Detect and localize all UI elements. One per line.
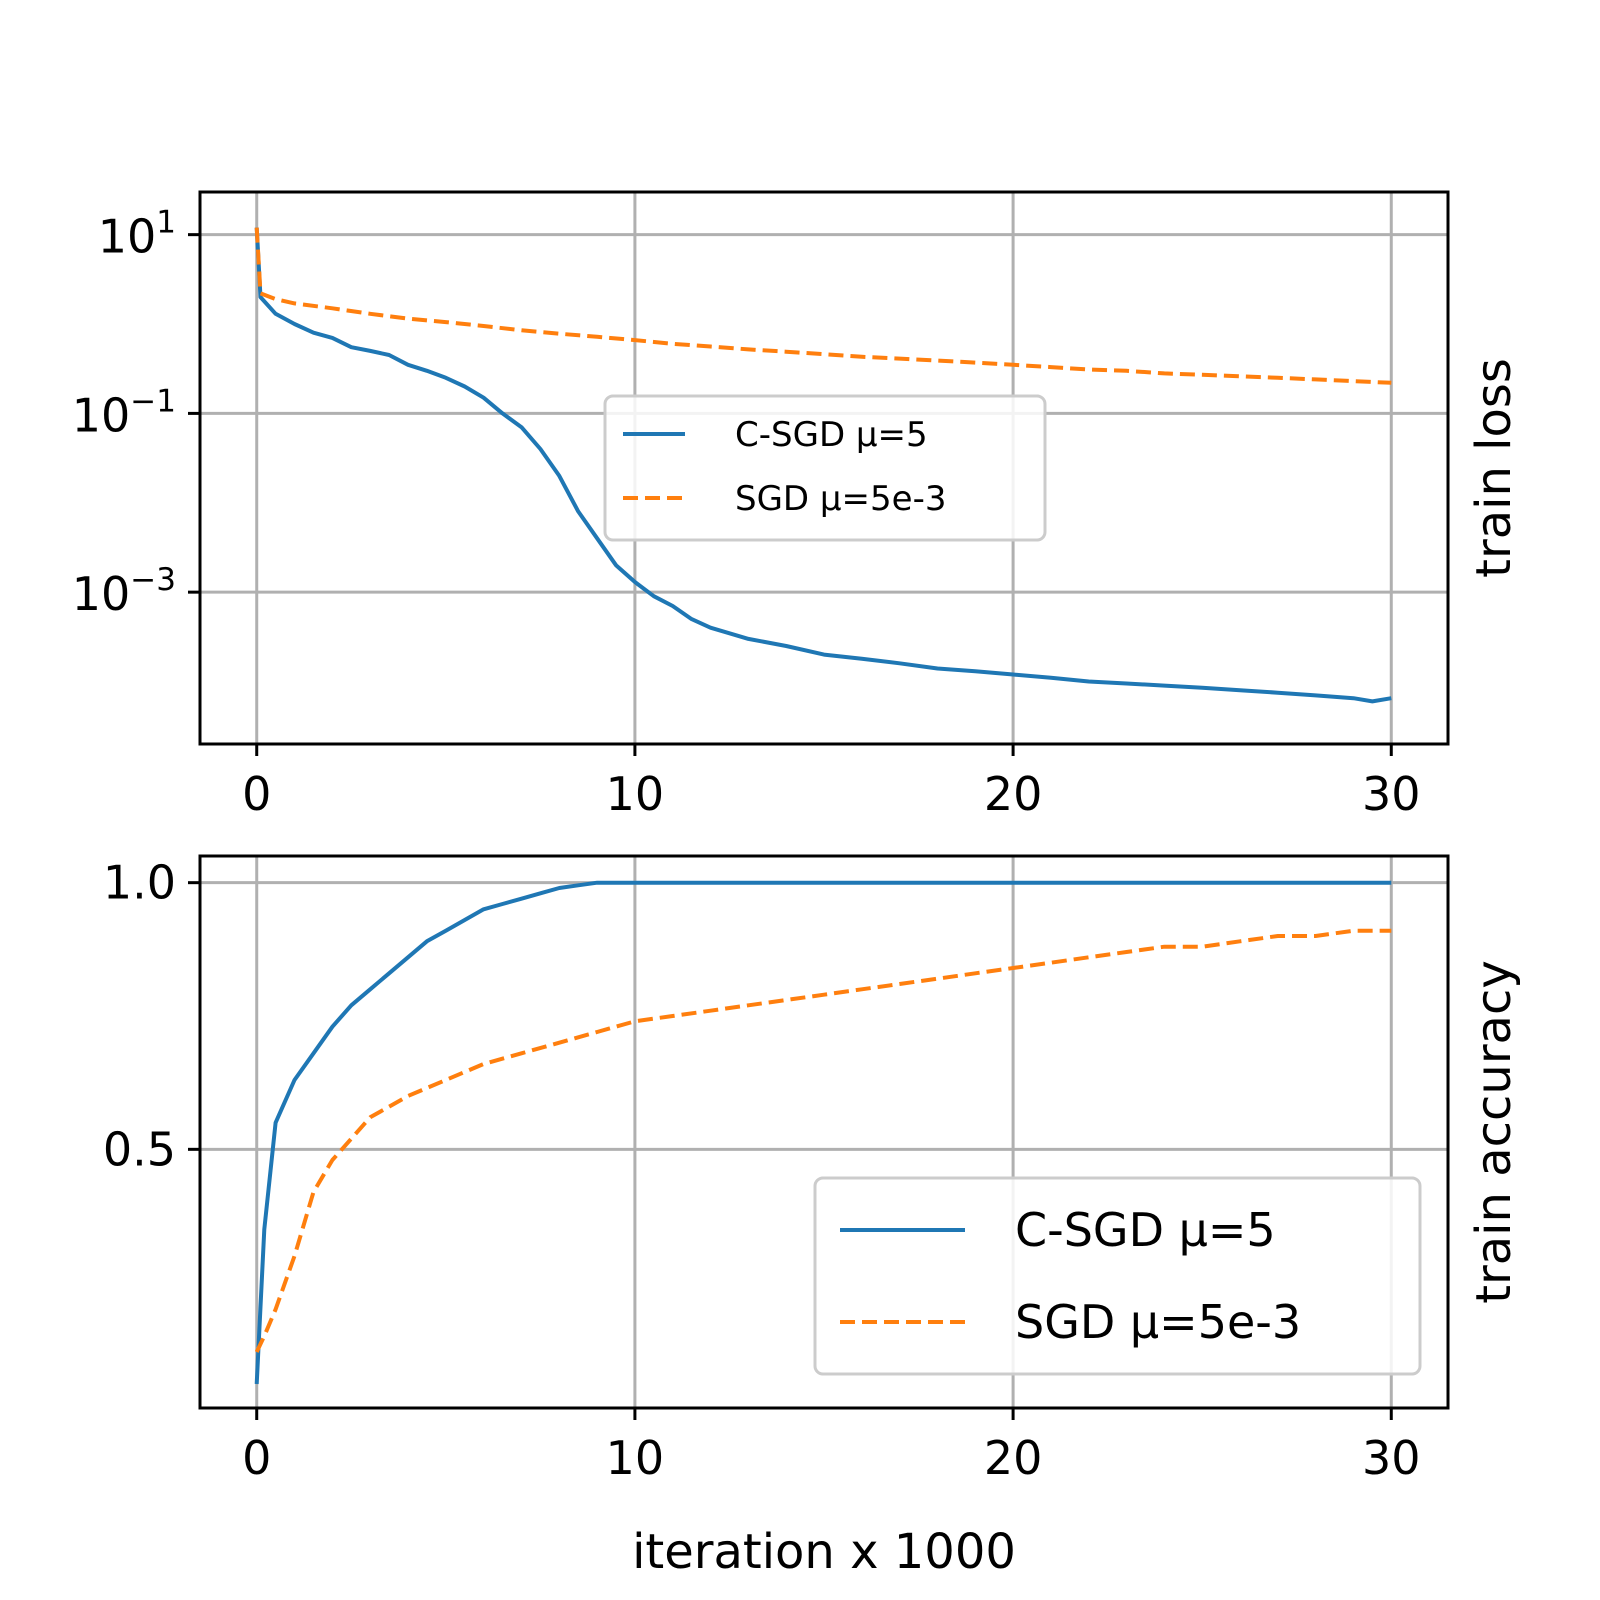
y-tick-label: 101 — [98, 205, 176, 264]
legend: C-SGD μ=5 SGD μ=5e-3 — [603, 394, 1047, 542]
legend-label-csgd: C-SGD μ=5 — [735, 415, 928, 455]
legend-box — [813, 1176, 1422, 1376]
series-line-sgd — [254, 227, 1392, 385]
y-tick-label: 0.5 — [103, 1122, 176, 1176]
y-tick-label: 1.0 — [103, 856, 176, 910]
x-tick-label: 20 — [984, 767, 1043, 821]
x-tick-label: 20 — [984, 1431, 1043, 1485]
accuracy-panel: 0 10 20 30 1.0 0.5 train accuracy iteration x 1… — [103, 854, 1522, 1580]
x-tick-label: 10 — [606, 767, 665, 821]
legend-label-sgd: SGD μ=5e-3 — [735, 479, 947, 519]
legend: C-SGD μ=5 SGD μ=5e-3 — [813, 1176, 1422, 1376]
y-axis-label: train loss — [1466, 358, 1522, 578]
x-tick-label: 30 — [1362, 1431, 1421, 1485]
legend-label-sgd: SGD μ=5e-3 — [1015, 1295, 1301, 1349]
axes-frame — [198, 190, 1450, 746]
series-line-csgd — [254, 880, 1392, 1385]
y-axis-label: train accuracy — [1466, 960, 1522, 1304]
x-axis-label: iteration x 1000 — [632, 1524, 1016, 1580]
loss-panel: 0 10 20 30 101 10−1 10−3 train loss C-SGD μ=5 SGD… — [72, 190, 1522, 821]
x-tick-label: 0 — [242, 1431, 271, 1485]
x-tick-label: 30 — [1362, 767, 1421, 821]
legend-label-csgd: C-SGD μ=5 — [1015, 1203, 1276, 1257]
series-line-csgd — [254, 227, 1392, 704]
x-tick-label: 0 — [242, 767, 271, 821]
axes-frame — [198, 854, 1450, 1410]
y-tick-label: 10−1 — [72, 383, 176, 442]
legend-box — [603, 394, 1047, 542]
series-line-sgd — [254, 928, 1392, 1353]
x-tick-label: 10 — [606, 1431, 665, 1485]
y-tick-label: 10−3 — [72, 562, 176, 621]
